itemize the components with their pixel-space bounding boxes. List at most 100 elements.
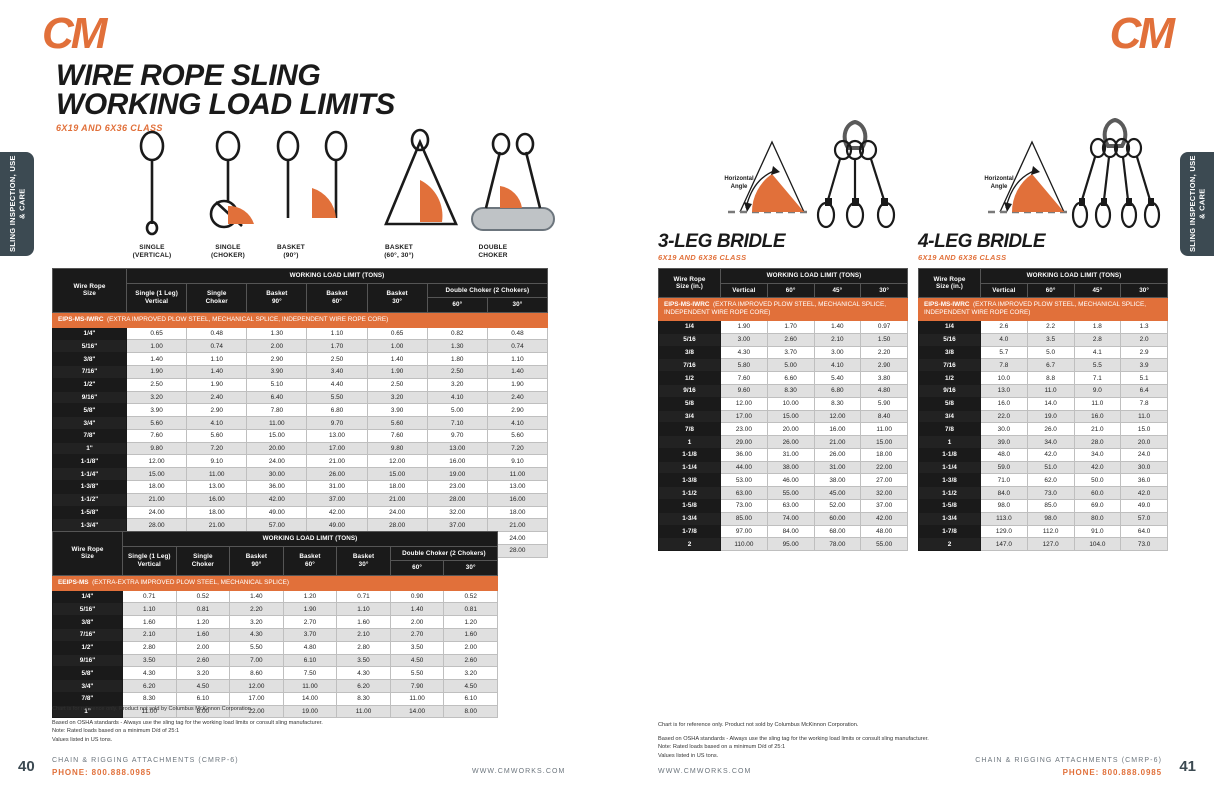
cell-value: 3.70 bbox=[282, 627, 338, 642]
table-row: 1-1/4" 15.00 11.00 30.00 26.00 15.00 19.00 11.0… bbox=[52, 467, 549, 482]
cell-value: 2.10 bbox=[336, 627, 391, 642]
cell-value: 42.00 bbox=[860, 511, 908, 526]
cell-value: 2.40 bbox=[186, 390, 248, 405]
row-wire-rope-size: 1-1/2 bbox=[658, 486, 721, 501]
cell-value: 1.10 bbox=[486, 352, 549, 366]
row-wire-rope-size: 9/16 bbox=[658, 384, 721, 398]
table-row: 7/8 30.0 26.0 21.0 15.0 bbox=[918, 422, 1168, 437]
table-row: 1-1/8 48.0 42.0 34.0 24.0 bbox=[918, 447, 1168, 462]
cell-value: 18.00 bbox=[125, 480, 188, 494]
cell-value: 91.0 bbox=[1073, 524, 1122, 539]
col-header-30°: 30° bbox=[1120, 282, 1168, 299]
row-wire-rope-size: 1-5/8 bbox=[918, 499, 981, 513]
table-row: 1/4 2.6 2.2 1.8 1.3 bbox=[918, 320, 1168, 334]
cell-value: 28.00 bbox=[486, 543, 549, 558]
cell-value: 21.00 bbox=[125, 492, 188, 507]
table-row: 5/8" 4.30 3.20 8.60 7.50 4.30 5.50 3.20 bbox=[52, 666, 498, 681]
col-header-3: Basket 60° bbox=[306, 282, 368, 313]
cell-value: 1.40 bbox=[229, 589, 284, 604]
cell-value: 60.0 bbox=[1073, 486, 1122, 501]
cell-value: 2.20 bbox=[229, 602, 284, 617]
col-header-4: Basket 30° bbox=[336, 545, 391, 576]
catalog-name-left: CHAIN & RIGGING ATTACHMENTS (CMRP-6) bbox=[52, 757, 239, 764]
note-osha: Based on OSHA standards - Always use the… bbox=[658, 735, 929, 742]
row-wire-rope-size: 1-3/4" bbox=[52, 518, 127, 533]
cell-value: 2.50 bbox=[426, 364, 488, 379]
four-leg-bridle-diagram bbox=[988, 117, 1161, 229]
row-wire-rope-size: 1 bbox=[658, 435, 721, 449]
ha-l1: Horizontal bbox=[724, 176, 754, 182]
cell-value: 6.7 bbox=[1026, 358, 1075, 373]
col-header-double-choker-60°: 60° bbox=[389, 560, 445, 576]
side-tab-right[interactable]: SLING INSPECTION, USE & CARE bbox=[1180, 152, 1214, 256]
cell-value: 3.90 bbox=[366, 403, 428, 418]
table-eeips-ms: Wire Rope Size WORKING LOAD LIMIT (TONS) Si… bbox=[52, 531, 499, 719]
cell-value: 46.00 bbox=[766, 473, 815, 488]
cell-value: 7.00 bbox=[229, 653, 284, 668]
cell-value: 3.20 bbox=[426, 377, 488, 392]
cell-value: 0.65 bbox=[125, 326, 188, 341]
cell-value: 5.60 bbox=[125, 416, 188, 430]
cell-value: 69.0 bbox=[1073, 499, 1122, 513]
row-wire-rope-size: 1" bbox=[52, 704, 123, 719]
cell-value: 8.00 bbox=[175, 704, 231, 719]
side-tab-left[interactable]: SLING INSPECTION, USE & CARE bbox=[0, 152, 34, 256]
cell-value: 1.20 bbox=[443, 615, 498, 629]
cell-value: 13.00 bbox=[306, 428, 368, 443]
cell-value: 4.30 bbox=[122, 666, 177, 681]
table-row: 1-3/8 71.0 62.0 50.0 36.0 bbox=[918, 473, 1168, 488]
cell-value: 53.00 bbox=[720, 473, 768, 488]
cell-value: 49.0 bbox=[1120, 499, 1168, 513]
table-3-leg-bridle: Wire Rope Size (in.) WORKING LOAD LIMIT (T… bbox=[658, 267, 908, 552]
cell-value: 31.00 bbox=[766, 447, 815, 462]
cell-value: 13.00 bbox=[486, 480, 549, 494]
cell-value: 31.00 bbox=[813, 460, 862, 475]
row-wire-rope-size: 1 bbox=[918, 435, 981, 449]
ha-l2: Angle bbox=[990, 183, 1008, 190]
table-row: 7/8" 8.30 6.10 17.00 14.00 8.30 11.00 6.10 bbox=[52, 691, 498, 706]
cell-value: 36.0 bbox=[1120, 473, 1168, 488]
cell-value: 14.00 bbox=[389, 704, 445, 719]
cell-value: 42.0 bbox=[1073, 460, 1122, 475]
col-header-1: Single Choker bbox=[175, 545, 231, 576]
website-left[interactable]: WWW.CMWORKS.COM bbox=[472, 768, 566, 775]
cell-value: 12.00 bbox=[229, 679, 284, 693]
cell-value: 5.1 bbox=[1120, 371, 1168, 385]
cell-value: 59.0 bbox=[980, 460, 1028, 475]
cell-value: 5.00 bbox=[766, 358, 815, 373]
website-right[interactable]: WWW.CMWORKS.COM bbox=[658, 768, 752, 775]
cell-value: 1.40 bbox=[486, 364, 549, 379]
phone-left[interactable]: PHONE: 800.888.0985 bbox=[52, 768, 152, 777]
cell-value: 6.40 bbox=[246, 390, 308, 405]
cell-value: 3.50 bbox=[336, 653, 391, 668]
col-header-45°: 45° bbox=[1073, 282, 1122, 299]
cell-value: 2.10 bbox=[122, 627, 177, 642]
cell-value: 1.40 bbox=[186, 364, 248, 379]
cell-value: 5.60 bbox=[186, 428, 248, 443]
cell-value: 1.10 bbox=[122, 602, 177, 617]
cm-logo-right: CM bbox=[1109, 9, 1175, 58]
col-header-45°: 45° bbox=[813, 282, 862, 299]
cell-value: 2.6 bbox=[980, 320, 1028, 334]
cell-value: 10.0 bbox=[980, 371, 1028, 385]
cell-value: 30.0 bbox=[1120, 460, 1168, 475]
cell-value: 37.00 bbox=[860, 499, 908, 513]
cell-value: 21.00 bbox=[486, 518, 549, 533]
table-row: 1-5/8" 24.00 18.00 49.00 42.00 24.00 32.00 18.0… bbox=[52, 505, 549, 520]
cell-value: 1.80 bbox=[426, 352, 488, 366]
cell-value: 42.00 bbox=[306, 505, 368, 520]
footnotes-left: Chart is for reference only. Product not… bbox=[52, 705, 482, 745]
phone-right[interactable]: PHONE: 800.888.0985 bbox=[1062, 768, 1162, 777]
cell-value: 3.00 bbox=[813, 345, 862, 360]
cell-value: 4.80 bbox=[282, 640, 338, 655]
cell-value: 16.0 bbox=[1073, 409, 1122, 424]
cell-value: 16.00 bbox=[426, 454, 488, 469]
cell-value: 14.0 bbox=[1026, 396, 1075, 411]
cell-value: 2.00 bbox=[389, 615, 445, 629]
cell-value: 9.80 bbox=[125, 441, 188, 456]
row-wire-rope-size: 3/4" bbox=[52, 416, 127, 430]
cell-value: 11.00 bbox=[860, 422, 908, 437]
cell-value: 1.60 bbox=[443, 627, 498, 642]
diagram-label-basket-60-30: BASKET (60°, 30°) bbox=[354, 244, 444, 260]
cell-value: 2.90 bbox=[860, 358, 908, 373]
